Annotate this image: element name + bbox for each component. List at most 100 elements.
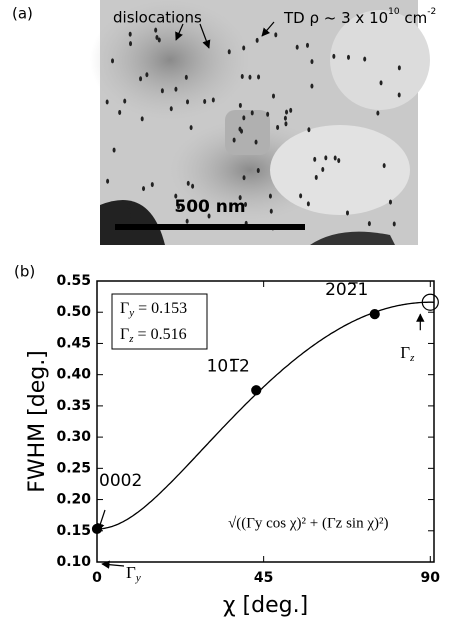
annotation: dislocations (113, 9, 202, 27)
relation: = (138, 300, 147, 317)
dark-region (100, 200, 165, 245)
dislocation (271, 93, 275, 99)
dislocation (256, 168, 260, 174)
dislocation (106, 178, 110, 184)
contrast (270, 125, 410, 215)
dislocation (333, 155, 337, 161)
dislocation (310, 83, 314, 89)
y-tick-label: 0.25 (56, 460, 91, 476)
dislocation (363, 56, 367, 62)
dislocation (174, 193, 178, 199)
dislocation (257, 74, 261, 80)
y-axis-label: FWHM [deg.] (25, 350, 50, 493)
panel-label: (b) (14, 263, 35, 281)
arrow (175, 23, 184, 41)
dislocation (127, 203, 131, 209)
dislocation (397, 92, 401, 98)
x-tick-label: 90 (421, 570, 441, 586)
dislocation (207, 213, 211, 219)
dislocation (254, 139, 258, 145)
dislocation (306, 201, 310, 207)
dislocation (128, 31, 132, 37)
scale-bar (115, 224, 305, 230)
density-text: TD ρ ~ 3 x 10 (283, 9, 388, 27)
arrow (261, 21, 275, 37)
dislocation (157, 37, 161, 43)
dislocation (128, 212, 132, 218)
dislocation (112, 147, 116, 153)
subscript: y (135, 572, 141, 584)
dislocation (169, 106, 173, 112)
x-tick-label: 0 (92, 570, 102, 586)
dislocation (337, 158, 341, 164)
dislocation (185, 218, 189, 224)
dislocation (346, 54, 350, 60)
x-axis-label: χ [deg.] (223, 593, 308, 618)
arrow-label: Γy (126, 563, 141, 584)
density-unit-exp: -2 (427, 7, 436, 17)
data-point (421, 293, 439, 311)
dislocation (232, 137, 236, 143)
dislocation (382, 163, 386, 169)
dislocation (332, 53, 336, 59)
symbol: Γ (126, 563, 136, 582)
dislocation (284, 121, 288, 127)
subscript: z (409, 352, 415, 364)
dislocation (250, 110, 254, 116)
symbol: Γ (400, 343, 410, 362)
dislocation (276, 124, 280, 130)
dislocation (140, 116, 144, 122)
dislocation (314, 174, 318, 180)
dislocation (345, 210, 349, 216)
dislocation (274, 32, 278, 38)
dislocation (174, 86, 178, 92)
dislocation (242, 115, 246, 121)
dislocation (154, 27, 158, 33)
dislocation (160, 88, 164, 94)
plot-frame (96, 280, 435, 563)
panel-label: (a) (12, 5, 33, 23)
dislocation (105, 99, 109, 105)
dislocation (240, 74, 244, 80)
density-unit: cm (400, 9, 428, 27)
y-tick-label: 0.35 (56, 398, 91, 414)
dislocation (238, 102, 242, 108)
dislocation (111, 58, 115, 64)
point-label: 101̅2 (207, 356, 250, 376)
dislocation (376, 110, 380, 116)
dislocation (268, 193, 272, 199)
value: 0.516 (151, 326, 187, 343)
dislocation (397, 65, 401, 71)
dislocation (324, 155, 328, 161)
point-label: 0002 (99, 471, 142, 491)
y-tick-label: 0.20 (56, 492, 91, 508)
contrast (225, 110, 270, 155)
data-point (369, 308, 380, 320)
dislocation (248, 74, 252, 80)
dislocations (105, 27, 401, 231)
dislocation (189, 125, 193, 131)
dislocation (321, 167, 325, 173)
scale-bar-label: 500 nm (174, 197, 245, 217)
dislocation (238, 126, 242, 132)
y-tick-label: 0.40 (56, 367, 91, 383)
dark-region (310, 231, 395, 245)
dislocation (140, 207, 144, 213)
dislocation (145, 72, 149, 78)
formula: √((Γy cos χ)² + (Γz sin χ)²) (228, 515, 388, 531)
data-point (251, 385, 262, 396)
value: 0.153 (151, 300, 187, 317)
dislocation (203, 98, 207, 104)
dislocation (155, 34, 159, 40)
subscript: z (128, 333, 134, 345)
dislocation (266, 111, 270, 117)
dislocation (150, 182, 154, 188)
dislocation (139, 76, 143, 82)
dislocation (211, 97, 215, 103)
dislocation (295, 44, 299, 50)
dislocation (388, 199, 392, 205)
dislocation (285, 109, 289, 115)
dislocation (392, 221, 396, 227)
relation: = (138, 326, 147, 343)
